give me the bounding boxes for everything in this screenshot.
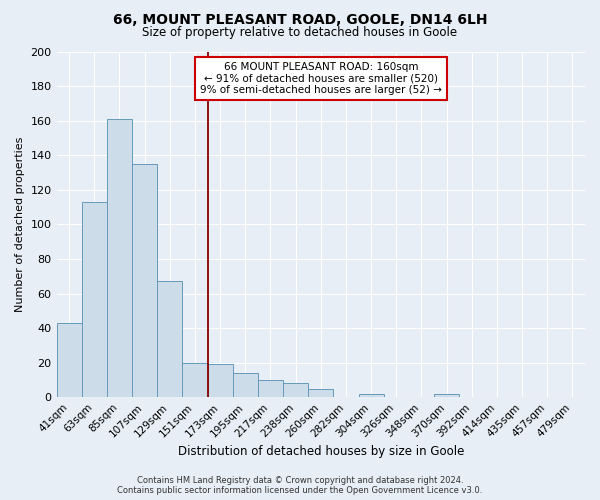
Bar — [283, 384, 308, 397]
Bar — [258, 380, 283, 397]
Text: 66 MOUNT PLEASANT ROAD: 160sqm
← 91% of detached houses are smaller (520)
9% of : 66 MOUNT PLEASANT ROAD: 160sqm ← 91% of … — [200, 62, 442, 95]
Bar — [157, 282, 182, 397]
Bar — [132, 164, 157, 397]
Text: 66, MOUNT PLEASANT ROAD, GOOLE, DN14 6LH: 66, MOUNT PLEASANT ROAD, GOOLE, DN14 6LH — [113, 12, 487, 26]
Bar — [308, 388, 334, 397]
Text: Size of property relative to detached houses in Goole: Size of property relative to detached ho… — [142, 26, 458, 39]
X-axis label: Distribution of detached houses by size in Goole: Distribution of detached houses by size … — [178, 444, 464, 458]
Bar — [56, 323, 82, 397]
Bar — [434, 394, 459, 397]
Text: Contains HM Land Registry data © Crown copyright and database right 2024.
Contai: Contains HM Land Registry data © Crown c… — [118, 476, 482, 495]
Bar — [107, 119, 132, 397]
Bar — [182, 362, 208, 397]
Bar — [82, 202, 107, 397]
Bar — [233, 373, 258, 397]
Bar — [208, 364, 233, 397]
Bar — [359, 394, 383, 397]
Y-axis label: Number of detached properties: Number of detached properties — [15, 136, 25, 312]
